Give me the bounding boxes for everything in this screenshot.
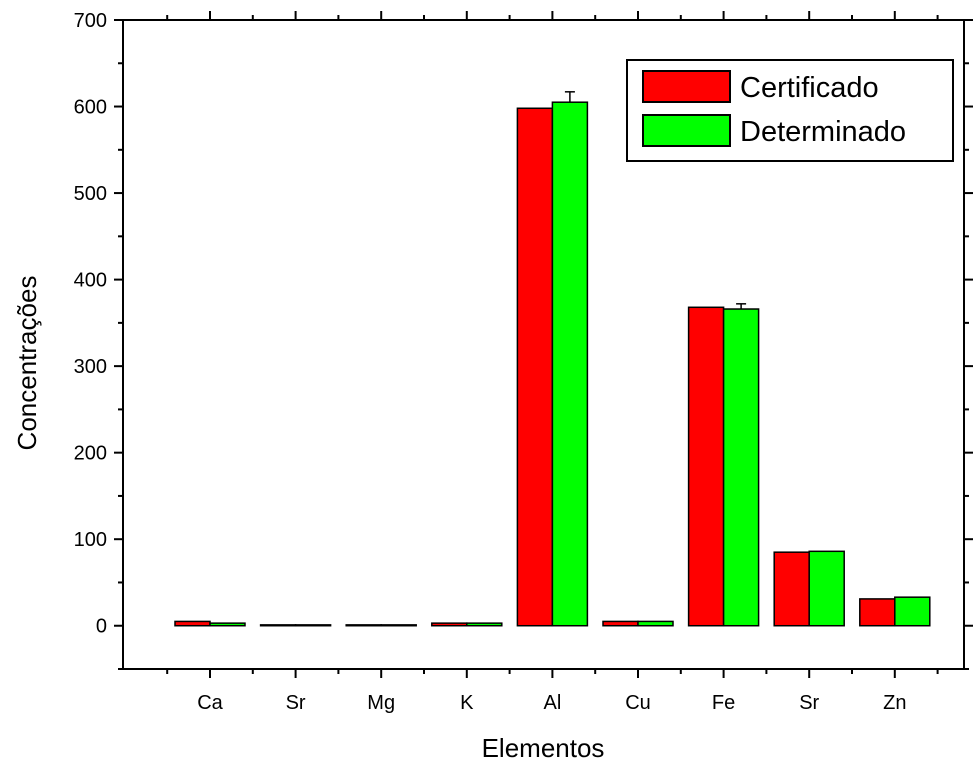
bars-layer	[174, 101, 931, 627]
x-axis-ticks: Ca Sr Mg K Al Cu Fe Sr Zn	[166, 11, 939, 714]
bar-certificado-zn	[859, 598, 896, 627]
y-tick-label: 100	[74, 529, 107, 551]
x-tick-label-fe: Fe	[712, 692, 735, 714]
y-axis-ticks: 0 100 200 300 400 500 600 700	[74, 10, 973, 670]
legend: Certificado Determinado	[626, 59, 954, 162]
x-tick-label-mg: Mg	[367, 692, 395, 714]
bar-determinado-zn	[894, 596, 931, 627]
y-axis-title: Concentrações	[12, 276, 42, 451]
x-tick-label-k: K	[460, 692, 474, 714]
x-tick-label-sr: Sr	[286, 692, 306, 714]
bar-certificado-al	[516, 107, 554, 627]
bar-determinado-cu	[637, 620, 674, 627]
bar-certificado-ca	[174, 620, 211, 627]
bar-certificado-cu	[602, 620, 639, 627]
y-tick-label: 300	[74, 356, 107, 378]
legend-swatch-determinado	[642, 114, 731, 147]
bar-determinado-sr	[808, 550, 845, 627]
x-tick-label-sr: Sr	[799, 692, 819, 714]
y-tick-label: 0	[96, 616, 107, 638]
x-tick-label-ca: Ca	[197, 692, 223, 714]
x-axis-title: Elementos	[482, 733, 605, 763]
bar-certificado-fe	[687, 306, 725, 627]
x-tick-label-al: Al	[544, 692, 562, 714]
bar-determinado-sr	[294, 624, 332, 627]
x-tick-label-zn: Zn	[883, 692, 906, 714]
legend-swatch-certificado	[642, 70, 731, 103]
legend-label-determinado: Determinado	[740, 116, 906, 148]
plot-frame	[122, 19, 965, 670]
y-tick-label: 200	[74, 443, 107, 465]
y-tick-label: 600	[74, 97, 107, 119]
bar-determinado-fe	[722, 308, 760, 627]
legend-label-certificado: Certificado	[740, 72, 879, 104]
bar-determinado-mg	[380, 624, 417, 627]
bar-certificado-mg	[345, 624, 382, 627]
y-tick-label: 400	[74, 270, 107, 292]
bar-determinado-al	[551, 101, 589, 627]
y-tick-label: 700	[74, 10, 107, 32]
bar-determinado-k	[466, 622, 503, 627]
error-bars-layer	[564, 91, 747, 310]
bar-certificado-k	[431, 622, 468, 627]
bar-certificado-sr	[259, 624, 297, 627]
bar-certificado-sr	[773, 551, 810, 627]
y-tick-label: 500	[74, 183, 107, 205]
x-tick-label-cu: Cu	[625, 692, 651, 714]
bar-determinado-ca	[209, 622, 246, 627]
